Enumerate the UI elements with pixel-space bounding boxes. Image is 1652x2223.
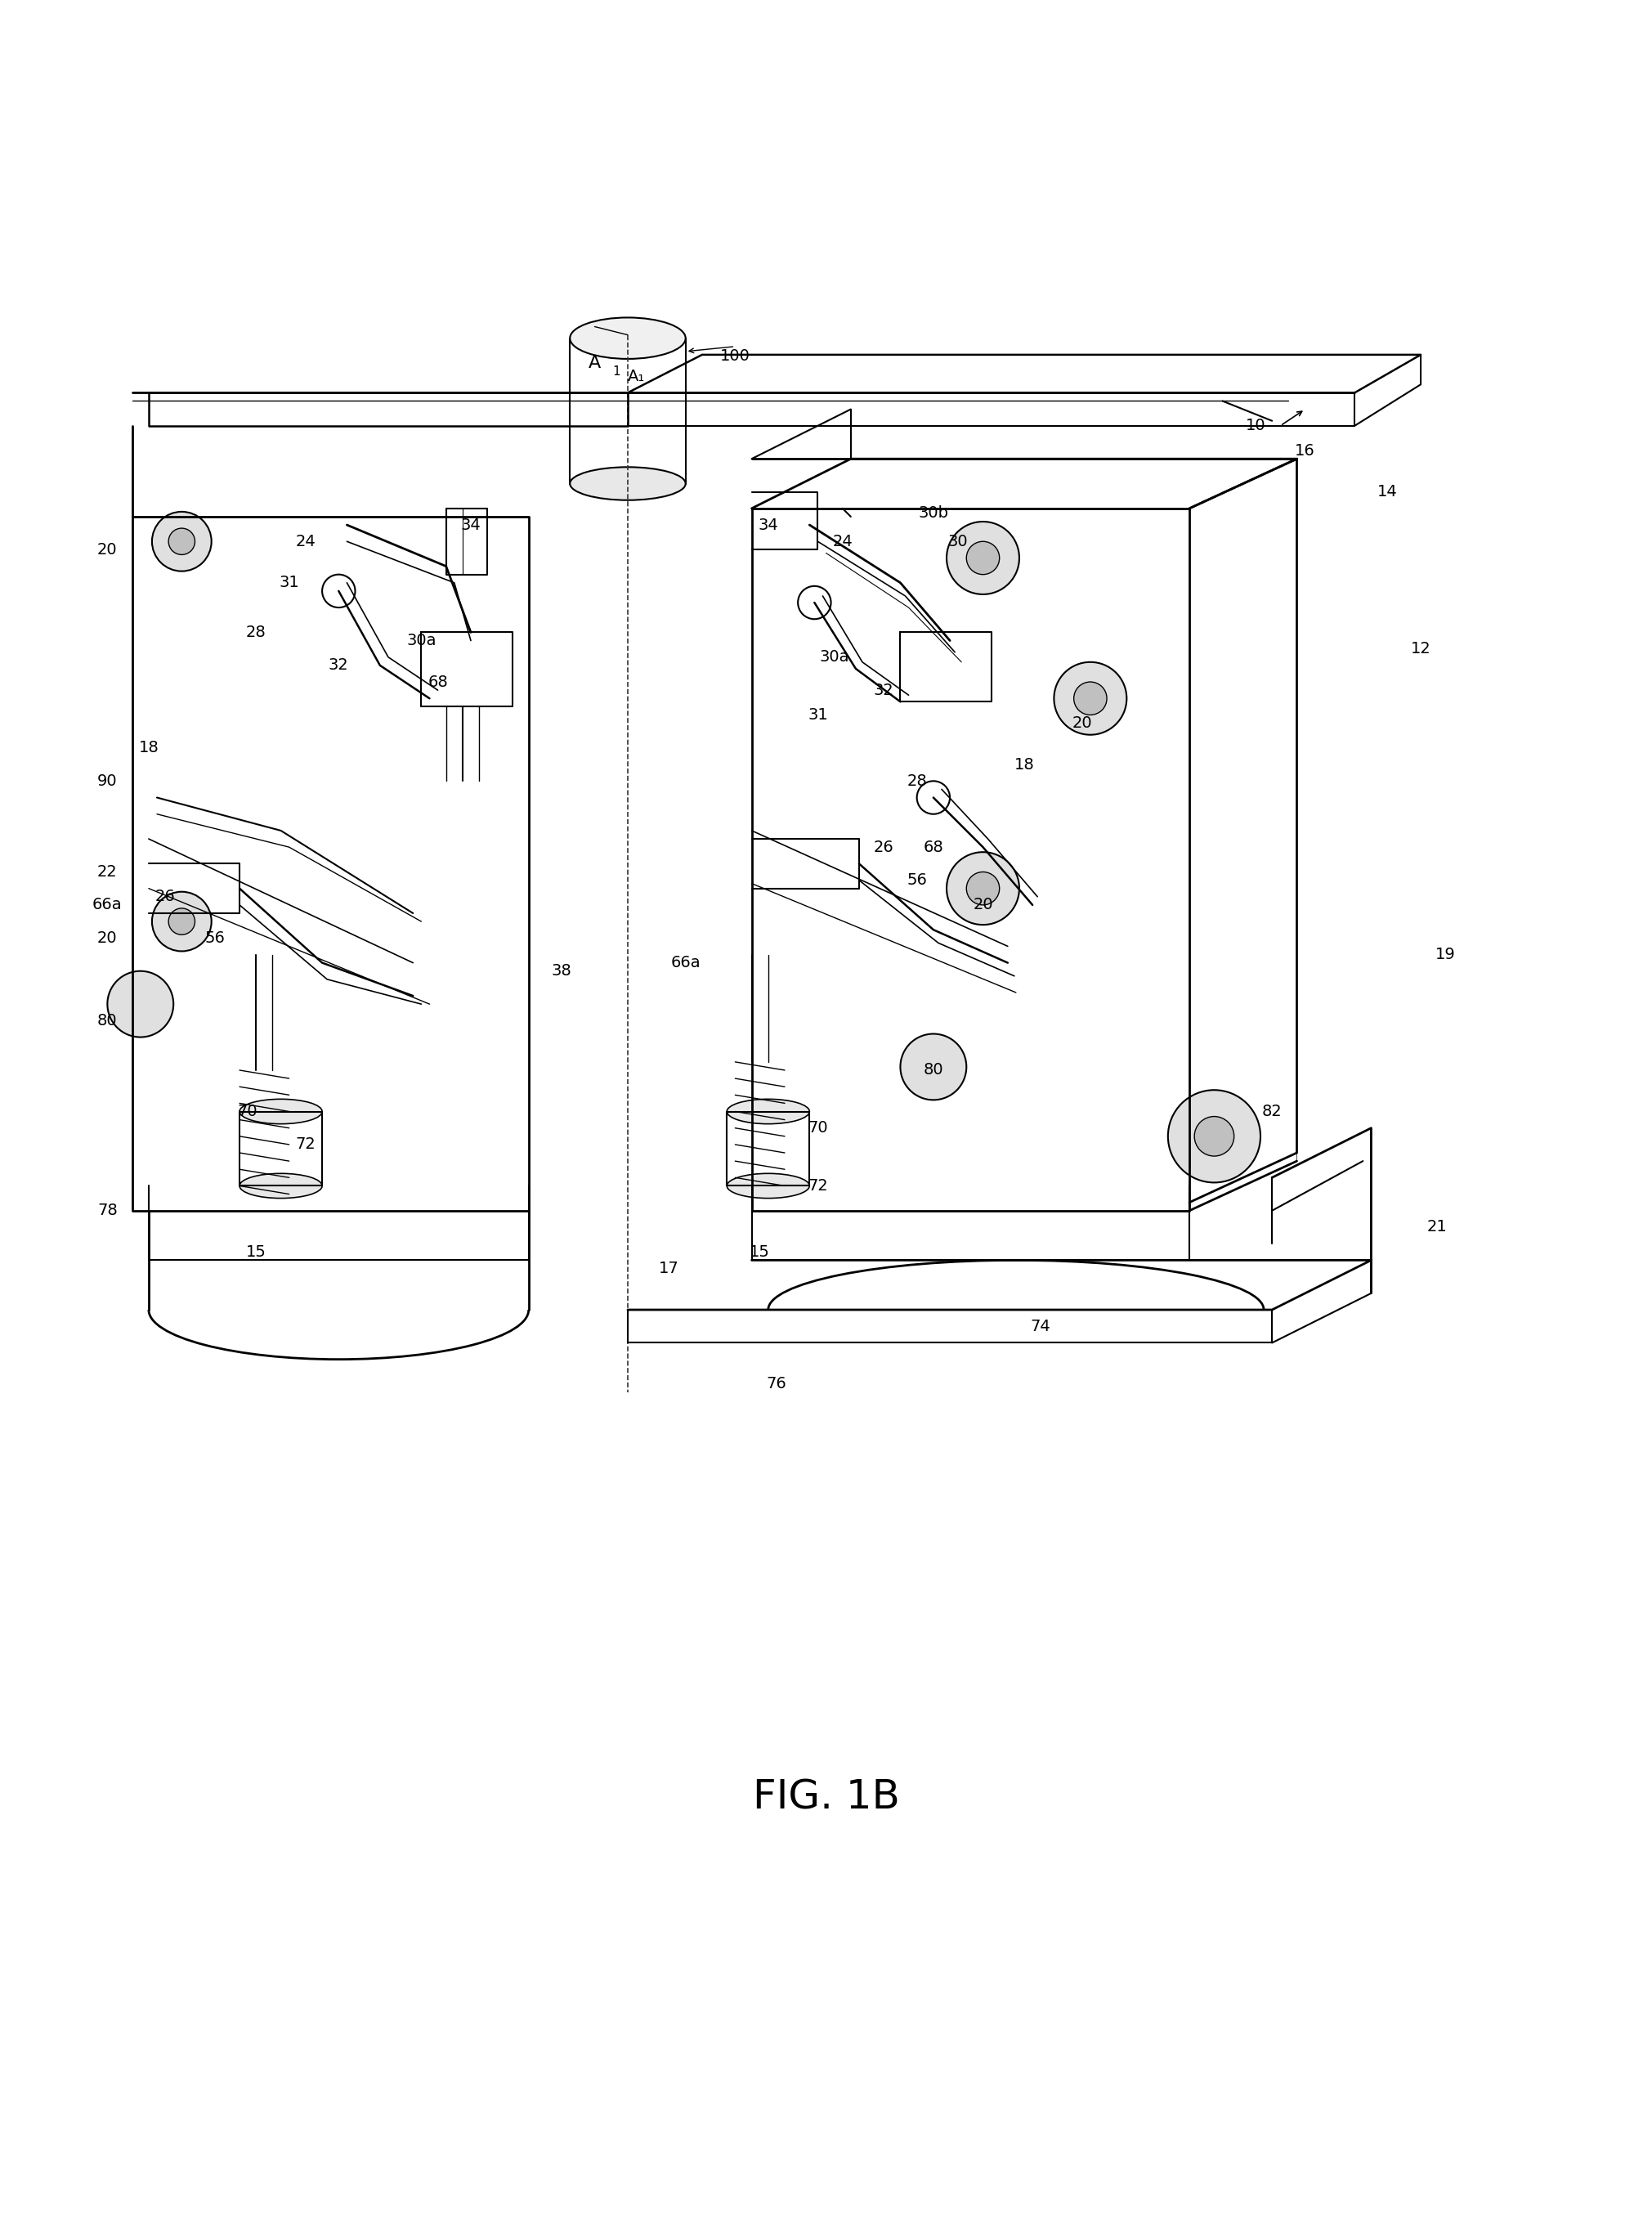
Ellipse shape bbox=[727, 1174, 809, 1198]
Text: A₁: A₁ bbox=[628, 369, 644, 385]
Text: 66a: 66a bbox=[671, 956, 700, 971]
Circle shape bbox=[169, 909, 195, 934]
Circle shape bbox=[917, 780, 950, 814]
Text: 19: 19 bbox=[1436, 947, 1455, 963]
Text: 20: 20 bbox=[97, 542, 117, 558]
Text: 80: 80 bbox=[97, 1014, 117, 1029]
Text: 18: 18 bbox=[1014, 756, 1034, 771]
Circle shape bbox=[966, 542, 999, 574]
Ellipse shape bbox=[240, 1098, 322, 1125]
Text: 80: 80 bbox=[923, 1063, 943, 1078]
Text: 1: 1 bbox=[613, 365, 620, 378]
Text: 24: 24 bbox=[833, 534, 852, 549]
Text: 82: 82 bbox=[1262, 1105, 1282, 1118]
Text: 34: 34 bbox=[461, 518, 481, 534]
Text: 15: 15 bbox=[750, 1245, 770, 1260]
Text: 32: 32 bbox=[329, 658, 349, 674]
Ellipse shape bbox=[240, 1174, 322, 1198]
Text: 30a: 30a bbox=[406, 634, 436, 649]
Text: 30a: 30a bbox=[819, 649, 849, 665]
Circle shape bbox=[947, 851, 1019, 925]
Text: 38: 38 bbox=[552, 963, 572, 978]
Text: 30: 30 bbox=[948, 534, 968, 549]
Circle shape bbox=[152, 511, 211, 571]
Text: 30b: 30b bbox=[919, 505, 948, 520]
Circle shape bbox=[798, 587, 831, 620]
Text: 20: 20 bbox=[97, 929, 117, 945]
Text: 68: 68 bbox=[428, 674, 448, 689]
Text: 24: 24 bbox=[296, 534, 316, 549]
Ellipse shape bbox=[727, 1098, 809, 1125]
Circle shape bbox=[966, 871, 999, 905]
Text: 78: 78 bbox=[97, 1203, 117, 1218]
Text: 31: 31 bbox=[808, 707, 828, 722]
Text: 20: 20 bbox=[1072, 716, 1092, 731]
Text: 14: 14 bbox=[1378, 485, 1398, 500]
Text: 28: 28 bbox=[907, 774, 927, 789]
Text: 72: 72 bbox=[296, 1136, 316, 1152]
Text: 20: 20 bbox=[973, 898, 993, 914]
Circle shape bbox=[169, 529, 195, 556]
Text: 12: 12 bbox=[1411, 640, 1431, 656]
Circle shape bbox=[947, 522, 1019, 594]
Text: 100: 100 bbox=[720, 349, 750, 365]
Ellipse shape bbox=[570, 318, 686, 358]
Circle shape bbox=[900, 1034, 966, 1100]
Text: 74: 74 bbox=[1031, 1318, 1051, 1334]
Text: 70: 70 bbox=[808, 1120, 828, 1136]
Text: 90: 90 bbox=[97, 774, 117, 789]
Text: 18: 18 bbox=[139, 740, 159, 756]
Text: 10: 10 bbox=[1246, 418, 1265, 433]
Text: 66a: 66a bbox=[93, 898, 122, 914]
Ellipse shape bbox=[570, 467, 686, 500]
Circle shape bbox=[1194, 1116, 1234, 1156]
Text: 28: 28 bbox=[246, 625, 266, 640]
Text: 68: 68 bbox=[923, 840, 943, 856]
Circle shape bbox=[1054, 662, 1127, 736]
Text: 16: 16 bbox=[1295, 442, 1315, 458]
Text: 22: 22 bbox=[97, 865, 117, 880]
Text: 56: 56 bbox=[907, 871, 927, 887]
Text: 32: 32 bbox=[874, 682, 894, 698]
Text: 26: 26 bbox=[874, 840, 894, 856]
Text: 70: 70 bbox=[238, 1105, 258, 1118]
Circle shape bbox=[107, 971, 173, 1038]
Text: 17: 17 bbox=[659, 1260, 679, 1276]
Text: A: A bbox=[588, 356, 601, 371]
Text: 56: 56 bbox=[205, 929, 225, 945]
Text: 72: 72 bbox=[808, 1178, 828, 1194]
Circle shape bbox=[152, 891, 211, 951]
Text: 31: 31 bbox=[279, 576, 299, 591]
Text: 76: 76 bbox=[767, 1376, 786, 1392]
Text: 21: 21 bbox=[1427, 1220, 1447, 1236]
Circle shape bbox=[1074, 682, 1107, 716]
Circle shape bbox=[1168, 1089, 1260, 1183]
Text: 26: 26 bbox=[155, 889, 175, 905]
Text: FIG. 1B: FIG. 1B bbox=[752, 1778, 900, 1816]
Text: 34: 34 bbox=[758, 518, 778, 534]
Circle shape bbox=[322, 574, 355, 607]
Text: 15: 15 bbox=[246, 1245, 266, 1260]
